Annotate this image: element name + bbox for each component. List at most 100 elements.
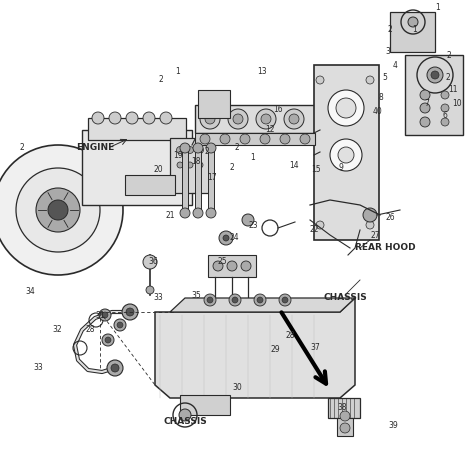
- Text: 28: 28: [85, 326, 95, 335]
- Circle shape: [206, 208, 216, 218]
- Bar: [405, 55, 463, 135]
- Circle shape: [146, 286, 154, 294]
- Bar: [180, 395, 230, 415]
- Text: 2: 2: [19, 143, 24, 152]
- Text: REAR HOOD: REAR HOOD: [355, 244, 415, 253]
- Circle shape: [220, 134, 230, 144]
- Circle shape: [256, 109, 276, 129]
- Circle shape: [328, 90, 364, 126]
- Circle shape: [126, 112, 138, 124]
- Bar: [314, 65, 379, 240]
- Bar: [328, 398, 360, 418]
- Text: 16: 16: [273, 106, 283, 115]
- Text: ENGINE: ENGINE: [76, 143, 114, 152]
- Circle shape: [420, 90, 430, 100]
- Circle shape: [200, 109, 220, 129]
- Bar: [195, 133, 315, 145]
- Circle shape: [16, 168, 100, 252]
- Circle shape: [187, 162, 193, 168]
- Circle shape: [197, 162, 203, 168]
- Bar: [88, 118, 186, 140]
- Circle shape: [242, 214, 254, 226]
- Circle shape: [207, 297, 213, 303]
- Bar: [208, 255, 256, 277]
- Circle shape: [99, 309, 111, 321]
- Polygon shape: [155, 298, 355, 398]
- Circle shape: [117, 322, 123, 328]
- Text: 18: 18: [191, 157, 201, 166]
- Circle shape: [427, 67, 443, 83]
- Circle shape: [109, 112, 121, 124]
- Text: 33: 33: [153, 294, 163, 303]
- Circle shape: [431, 71, 439, 79]
- Circle shape: [340, 411, 350, 421]
- Circle shape: [408, 17, 418, 27]
- Circle shape: [0, 145, 123, 275]
- Text: 11: 11: [448, 86, 458, 95]
- Circle shape: [200, 134, 210, 144]
- Circle shape: [219, 231, 233, 245]
- Text: 26: 26: [385, 213, 395, 222]
- Circle shape: [280, 134, 290, 144]
- Text: 6: 6: [443, 110, 447, 120]
- Circle shape: [102, 334, 114, 346]
- Circle shape: [441, 118, 449, 126]
- Text: 12: 12: [265, 125, 275, 134]
- Text: 1: 1: [436, 4, 440, 13]
- Circle shape: [241, 261, 251, 271]
- Text: 1: 1: [176, 68, 181, 77]
- Text: 2: 2: [205, 147, 210, 156]
- Circle shape: [197, 147, 203, 153]
- Text: 7: 7: [425, 98, 429, 107]
- Circle shape: [279, 294, 291, 306]
- Text: 23: 23: [248, 221, 258, 230]
- Circle shape: [206, 143, 216, 153]
- Bar: [195, 105, 325, 133]
- Circle shape: [300, 134, 310, 144]
- Circle shape: [126, 308, 134, 316]
- Circle shape: [340, 423, 350, 433]
- Circle shape: [111, 364, 119, 372]
- Bar: [82, 130, 192, 205]
- Text: 9: 9: [338, 164, 344, 172]
- Circle shape: [420, 117, 430, 127]
- Text: 22: 22: [309, 226, 319, 235]
- Text: 32: 32: [52, 326, 62, 335]
- Circle shape: [107, 360, 123, 376]
- Circle shape: [122, 304, 138, 320]
- Text: 34: 34: [25, 287, 35, 296]
- Text: CHASSIS: CHASSIS: [163, 418, 207, 427]
- Circle shape: [289, 114, 299, 124]
- Text: 2: 2: [447, 51, 451, 60]
- Text: 1: 1: [251, 153, 255, 162]
- Text: 8: 8: [379, 93, 383, 102]
- Circle shape: [179, 409, 191, 421]
- Circle shape: [336, 98, 356, 118]
- Text: 29: 29: [270, 345, 280, 354]
- Circle shape: [228, 109, 248, 129]
- Circle shape: [160, 112, 172, 124]
- Text: 25: 25: [217, 258, 227, 267]
- Circle shape: [105, 337, 111, 343]
- Text: 15: 15: [311, 166, 321, 175]
- Text: 5: 5: [383, 74, 387, 83]
- Bar: [208, 148, 214, 213]
- Circle shape: [366, 76, 374, 84]
- Circle shape: [114, 319, 126, 331]
- Bar: [125, 175, 175, 195]
- Text: 2: 2: [388, 26, 392, 34]
- Circle shape: [254, 294, 266, 306]
- Text: 4: 4: [392, 60, 397, 69]
- Circle shape: [186, 147, 193, 153]
- Circle shape: [316, 76, 324, 84]
- Text: 40: 40: [373, 107, 383, 116]
- Text: CHASSIS: CHASSIS: [323, 294, 367, 303]
- Bar: [170, 138, 212, 193]
- Text: 28: 28: [285, 331, 295, 340]
- Circle shape: [223, 235, 229, 241]
- Circle shape: [316, 221, 324, 229]
- Circle shape: [420, 103, 430, 113]
- Circle shape: [366, 221, 374, 229]
- Text: 31: 31: [95, 310, 105, 319]
- Circle shape: [143, 255, 157, 269]
